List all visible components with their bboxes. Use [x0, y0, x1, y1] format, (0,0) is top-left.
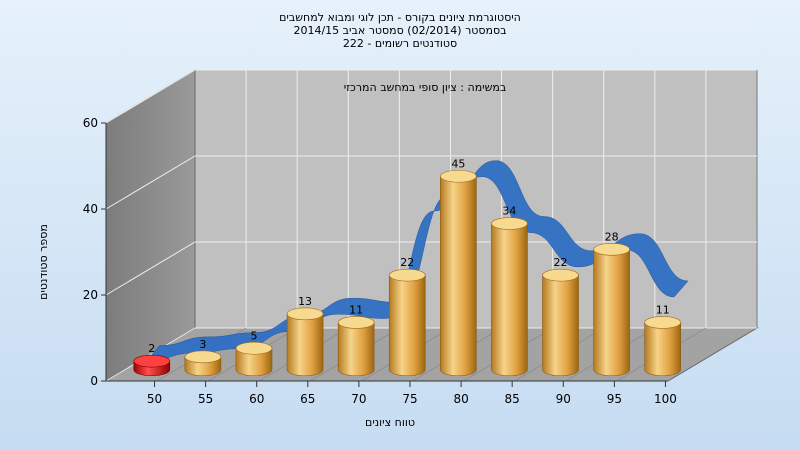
x-tick-label: 50 [147, 392, 162, 406]
bar [440, 169, 477, 377]
chart-title: היסטוגרמת ציונים בקורס - תכן לוגי ומבוא … [279, 11, 521, 24]
x-tick-label: 95 [607, 392, 622, 406]
bar-body [491, 223, 528, 377]
bar [286, 307, 324, 377]
bar-value-label: 5 [250, 329, 257, 342]
x-tick-label: 100 [654, 392, 677, 406]
chart-subtitle-students: סטודנטים רשומים - 222 [342, 37, 458, 50]
bar-top [593, 243, 630, 256]
bar-body [644, 322, 682, 377]
y-tick-label: 40 [83, 202, 98, 216]
x-tick-label: 65 [300, 392, 315, 406]
bar-top [235, 341, 273, 355]
y-axis-title: מספר סטודנטים [37, 224, 50, 300]
bar-value-label: 34 [502, 205, 516, 218]
bar-body [337, 322, 375, 377]
bar-value-label: 2 [148, 342, 155, 355]
bar-body [235, 347, 273, 377]
bar-top [491, 217, 528, 230]
bar-body [440, 175, 477, 377]
y-tick-label: 0 [90, 374, 98, 388]
bar-body [593, 249, 630, 377]
bar-value-label: 28 [605, 230, 619, 243]
bar-top [184, 350, 222, 364]
x-tick-label: 60 [249, 392, 264, 406]
bar [593, 243, 630, 377]
bar-top [388, 268, 426, 282]
x-tick-label: 70 [351, 392, 366, 406]
bar-value-label: 11 [349, 303, 363, 316]
bar [337, 316, 375, 377]
bar [644, 316, 682, 377]
x-tick-label: 90 [556, 392, 571, 406]
bar-value-label: 22 [554, 256, 568, 269]
bar-top [286, 307, 324, 321]
left-wall [105, 69, 196, 382]
chart-annotation: במשימה : ציון סופי במחשב המרכזי [343, 81, 507, 94]
bar-top [644, 316, 682, 329]
bar [133, 354, 171, 377]
y-tick-label: 60 [83, 116, 98, 130]
bar-body [542, 274, 579, 377]
bar [388, 268, 426, 377]
bar-value-label: 13 [298, 295, 312, 308]
bar [491, 217, 528, 377]
y-gridline [105, 155, 757, 210]
bar-top [337, 316, 375, 329]
x-tick-label: 85 [505, 392, 520, 406]
bar [542, 268, 579, 377]
bar-value-label: 22 [400, 256, 414, 269]
bar-value-label: 45 [451, 157, 465, 170]
bar [184, 350, 222, 377]
bar-value-label: 3 [199, 338, 206, 351]
distribution-ribbon [145, 160, 689, 362]
bar-value-label: 11 [656, 303, 670, 316]
x-tick-label: 75 [402, 392, 417, 406]
x-axis-title: טווח ציונים [365, 416, 415, 429]
bar [235, 341, 273, 377]
bar-top [542, 268, 579, 282]
bar-body [388, 274, 426, 377]
x-tick-label: 55 [198, 392, 213, 406]
x-tick-label: 80 [453, 392, 468, 406]
bar-top [440, 169, 477, 183]
chart-subtitle: בסמסטר (02/2014) סמסטר אביב 2014/15 [293, 24, 507, 37]
y-tick-label: 20 [83, 288, 98, 302]
y-gridline [105, 69, 757, 124]
bar-top [133, 354, 171, 368]
bar-body [286, 313, 324, 377]
